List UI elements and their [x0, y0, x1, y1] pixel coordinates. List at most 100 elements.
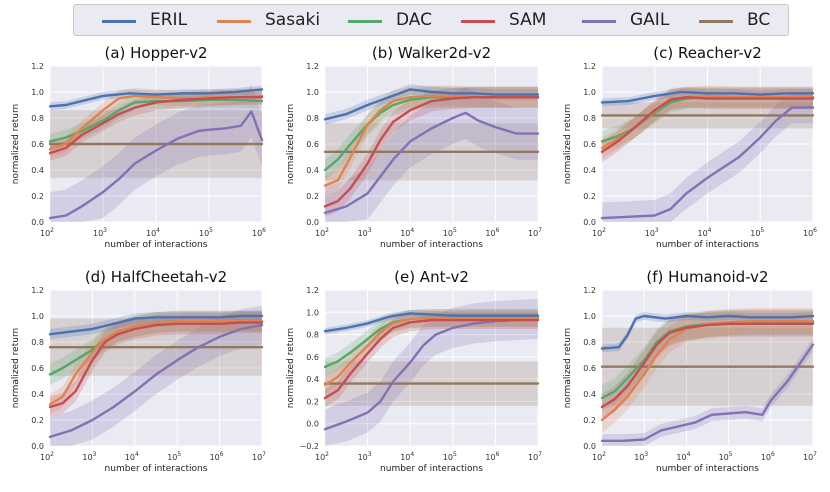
band-sasaki [50, 310, 262, 415]
x-tick-label: 103 [634, 451, 648, 462]
y-tick-label: 0.8 [583, 338, 596, 347]
y-axis-label: normalized return [286, 328, 296, 408]
x-tick-label: 102 [592, 451, 606, 462]
y-tick-label: 1.0 [31, 312, 44, 321]
x-tick-label: 106 [252, 227, 266, 238]
y-tick-label: 1.0 [31, 88, 44, 97]
chart-panel-2: 0.0 0.2 0.4 0.6 0.8 1.0 1.2 102 103 104 105 106 107 (… [286, 44, 542, 250]
y-tick-label: 0.4 [583, 390, 596, 399]
y-axis-label: normalized return [563, 104, 573, 184]
y-tick-label: 0.2 [306, 397, 319, 406]
legend-swatch-dac [348, 20, 382, 23]
band-dac [602, 309, 813, 411]
legend-label-bc: BC [747, 10, 771, 30]
chart-panel-4: 0.0 0.2 0.4 0.6 0.8 1.0 1.2 102 103 104 105 106 107 (… [11, 268, 266, 474]
y-tick-label: 1.2 [31, 62, 44, 71]
y-tick-label: 0.0 [31, 218, 44, 227]
x-axis-label: number of interactions [656, 240, 759, 250]
band-sasaki [602, 85, 813, 159]
band-sam [325, 86, 538, 217]
y-tick-label: 0.8 [583, 114, 596, 123]
series-line-gail [600, 106, 815, 220]
chart-title: (d) HalfCheetah-v2 [85, 268, 227, 286]
x-tick-label: 106 [485, 227, 499, 238]
y-tick-label: 1.2 [31, 286, 44, 295]
series-line-sam [323, 95, 540, 208]
x-tick-label: 102 [315, 451, 329, 462]
x-tick-label: 103 [358, 451, 372, 462]
y-tick-label: 1.2 [306, 286, 319, 295]
series-line-gail [48, 323, 264, 439]
x-tick-label: 105 [750, 227, 764, 238]
y-tick-label: 0.8 [31, 114, 44, 123]
y-tick-label: 1.0 [306, 308, 319, 317]
x-tick-label: 103 [82, 451, 96, 462]
x-tick-label: 102 [592, 227, 606, 238]
x-tick-label: 103 [93, 227, 107, 238]
series-line-sasaki [600, 320, 815, 422]
y-tick-label: 0.4 [306, 375, 319, 384]
chart-title: (e) Ant-v2 [394, 268, 469, 286]
band-dac [50, 92, 262, 150]
x-tick-label: 102 [40, 451, 54, 462]
band-dac [50, 310, 262, 385]
x-tick-label: 107 [528, 227, 542, 238]
x-tick-label: 103 [645, 227, 659, 238]
x-tick-label: 107 [528, 451, 542, 462]
band-gail [602, 338, 813, 446]
x-axis-label: number of interactions [656, 464, 759, 474]
y-tick-label: 1.2 [583, 62, 596, 71]
legend-swatch-sam [461, 20, 495, 23]
x-axis-label: number of interactions [380, 464, 483, 474]
legend-label-dac: DAC [396, 10, 432, 30]
y-tick-label: 0.0 [306, 218, 319, 227]
x-tick-label: 104 [676, 451, 690, 462]
band-gail [602, 92, 813, 222]
band-dac [325, 86, 538, 181]
y-axis-label: normalized return [286, 104, 296, 184]
legend-swatch-eril [102, 20, 136, 23]
band-dac [325, 308, 538, 376]
y-axis-label: normalized return [11, 328, 21, 408]
y-tick-label: 0.2 [306, 192, 319, 201]
band-sam [602, 310, 813, 420]
band-gail [325, 86, 538, 222]
y-tick-label: 0.4 [306, 166, 319, 175]
x-axis-label: number of interactions [105, 240, 208, 250]
x-axis-label: number of interactions [380, 240, 483, 250]
y-tick-label: 0.0 [31, 442, 44, 451]
series-line-sam [600, 322, 815, 409]
legend-box: ERIL Sasaki DAC SAM GAIL BC [73, 4, 789, 36]
series-line-eril [323, 88, 540, 121]
y-tick-label: 1.0 [583, 312, 596, 321]
x-tick-label: 104 [400, 451, 414, 462]
x-tick-label: 104 [400, 227, 414, 238]
chart-title: (c) Reacher-v2 [653, 44, 762, 62]
x-tick-label: 106 [803, 227, 817, 238]
series-line-eril [323, 312, 540, 333]
x-tick-label: 106 [485, 451, 499, 462]
y-tick-label: 0.0 [306, 420, 319, 429]
x-tick-label: 106 [761, 451, 775, 462]
y-tick-label: 0.4 [583, 166, 596, 175]
series-line-sasaki [48, 320, 264, 406]
y-tick-label: 0.6 [31, 364, 44, 373]
series-line-gail [323, 111, 540, 215]
x-axis-label: number of interactions [105, 464, 208, 474]
x-tick-label: 105 [443, 227, 457, 238]
x-tick-label: 104 [146, 227, 160, 238]
legend-swatch-bc [699, 20, 733, 23]
legend-label-eril: ERIL [150, 10, 188, 30]
chart-panel-6: 0.0 0.2 0.4 0.6 0.8 1.0 1.2 102 103 104 105 106 107 (… [563, 268, 817, 474]
x-tick-label: 102 [315, 227, 329, 238]
legend-swatch-sasaki [217, 20, 251, 23]
y-tick-label: 0.8 [306, 331, 319, 340]
legend-label-sasaki: Sasaki [265, 10, 321, 30]
x-tick-label: 104 [125, 451, 139, 462]
chart-title: (b) Walker2d-v2 [372, 44, 491, 62]
y-tick-label: 1.0 [306, 88, 319, 97]
y-tick-label: 0.6 [31, 140, 44, 149]
y-tick-label: 0.6 [306, 140, 319, 149]
series-line-gail [600, 343, 815, 442]
x-tick-label: 107 [252, 451, 266, 462]
